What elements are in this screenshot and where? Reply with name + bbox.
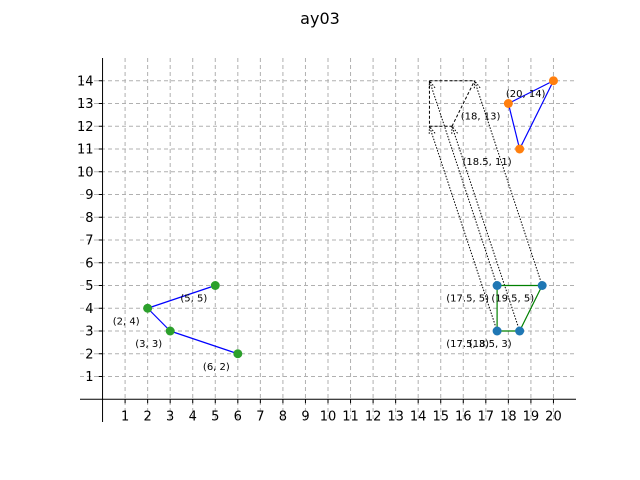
left-triangle-edge [147,284,216,309]
top-right-triangle-point [503,99,513,108]
left-triangle-edge [169,330,239,355]
bottom-right-quad-point [537,281,547,290]
x-tick-label: 1 [121,409,129,424]
projection-arrowhead [428,79,436,90]
bottom-right-quad-edge [519,285,543,332]
x-tick-label: 11 [342,409,359,424]
x-tick-label: 7 [256,409,264,424]
projection-layer [428,79,543,332]
x-tick-label: 14 [410,409,427,424]
left-triangle-point [165,326,175,336]
labels-layer: (2, 4) (3, 3) (5, 5) (6, 2) (18, 13) (20, 14)… [113,89,546,373]
y-tick-label: 12 [77,120,94,135]
x-tick-label: 10 [320,409,337,424]
x-tick-label: 15 [432,409,449,424]
y-tick-label: 11 [77,143,94,158]
grid-layer [80,58,576,422]
y-tick-label: 9 [85,188,93,203]
y-tick-label: 5 [85,279,93,294]
x-tick-label: 5 [211,409,219,424]
y-tick-label: 6 [85,256,93,271]
bottom-right-quad-point-label: (18.5, 3) [469,339,512,350]
axes-layer: 1 2 3 4 5 6 7 8 9 10 11 12 13 14 15 16 17 18 19 20123456789… [77,58,576,424]
top-right-triangle-point-label: (18.5, 11) [462,157,511,168]
y-tick-label: 10 [77,165,94,180]
bottom-right-quad-point [492,326,502,336]
top-right-triangle-point-label: (18, 13) [461,112,501,123]
x-tick-label: 17 [478,409,495,424]
bottom-right-quad-point-label: (19.5, 5) [491,294,534,305]
x-tick-label: 6 [234,409,242,424]
x-tick-label: 16 [455,409,472,424]
left-triangle-point-label: (5, 5) [180,294,207,305]
left-triangle-point-label: (2, 4) [113,316,140,327]
x-tick-label: 8 [279,409,287,424]
dashed-quad-edge [451,80,475,127]
left-triangle-point-label: (3, 3) [135,339,162,350]
top-right-triangle-point-label: (20, 14) [506,89,546,100]
chart-title: ay03 [300,9,340,28]
top-right-triangle-point [548,76,558,86]
left-triangle-point [210,281,220,290]
left-triangle-point [233,349,243,359]
bottom-right-quad-point [492,281,502,290]
bottom-right-quad-point-label: (17.5, 3) [446,339,489,350]
bottom-right-quad-point [515,326,525,336]
x-tick-label: 12 [365,409,382,424]
x-tick-label: 9 [301,409,309,424]
top-right-triangle-edge [519,80,554,150]
points-layer [143,76,558,359]
bottom-right-quad-point-label: (17.5, 5) [446,294,489,305]
projection-arrowhead [451,124,458,136]
y-tick-label: 13 [77,97,94,112]
y-tick-label: 4 [85,302,93,317]
y-tick-label: 14 [77,74,94,89]
y-tick-label: 1 [85,370,93,385]
y-tick-label: 3 [85,325,93,340]
x-tick-label: 13 [387,409,404,424]
projection-arrowhead [473,79,481,90]
top-right-triangle-point [515,144,525,154]
left-triangle-point [143,303,153,313]
x-tick-label: 2 [143,409,151,424]
x-tick-label: 3 [166,409,174,424]
y-tick-label: 8 [85,211,93,226]
x-tick-label: 20 [545,409,562,424]
x-tick-label: 18 [500,409,517,424]
x-tick-label: 19 [523,409,540,424]
x-tick-label: 4 [189,409,197,424]
y-tick-label: 2 [85,347,93,362]
top-right-triangle-edge [507,103,521,150]
left-triangle-point-label: (6, 2) [203,362,230,373]
left-triangle-edge [147,307,171,332]
top-right-triangle-edge [508,80,554,105]
y-tick-label: 7 [85,234,93,249]
